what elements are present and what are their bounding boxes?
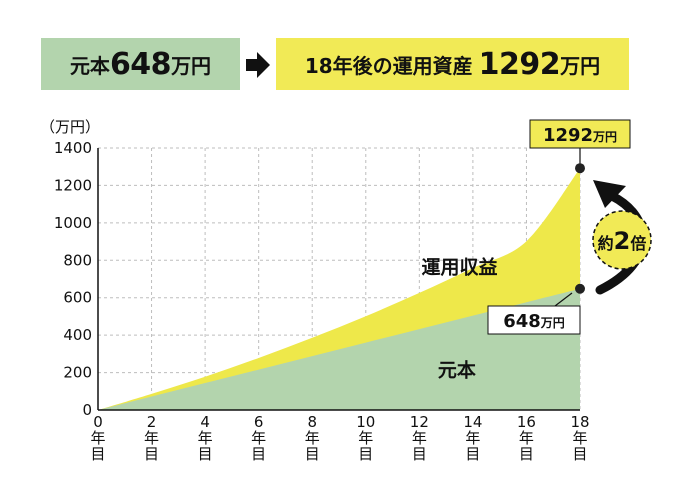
ratio-badge: 約2倍: [592, 210, 652, 270]
y-unit-label: （万円）: [40, 118, 100, 136]
end-principal-value: 648: [503, 311, 541, 332]
series-label-investment-return: 運用収益: [421, 255, 497, 278]
x-tick-suffix-8-0: 年: [305, 429, 320, 447]
y-tick-label-800: 800: [63, 251, 92, 269]
principal-prefix: 元本: [69, 53, 110, 78]
x-tick-suffix-2-1: 目: [144, 445, 159, 463]
x-tick-suffix-4-0: 年: [198, 429, 213, 447]
end-principal-callout: 648万円: [487, 292, 581, 335]
principal-unit: 万円: [171, 53, 212, 78]
x-tick-label-2: 2: [147, 413, 157, 431]
x-tick-suffix-12-0: 年: [412, 429, 427, 447]
x-tick-suffix-12-1: 目: [412, 445, 427, 463]
ratio-suffix: 倍: [630, 234, 646, 253]
principal-value: 648: [109, 46, 172, 82]
principal-summary-box: 元本 648 万円: [41, 38, 240, 90]
y-tick-label-1200: 1200: [54, 176, 92, 194]
end-total-unit: 万円: [592, 130, 617, 144]
x-tick-suffix-16-1: 目: [519, 445, 534, 463]
x-tick-suffix-18-1: 目: [572, 445, 587, 463]
x-tick-label-4: 4: [200, 413, 210, 431]
end-principal-point: [575, 283, 585, 294]
svg-text:648万円: 648万円: [503, 311, 565, 332]
svg-text:約2倍: 約2倍: [598, 227, 647, 255]
x-tick-label-0: 0: [93, 413, 103, 431]
end-principal-unit: 万円: [540, 316, 565, 330]
x-tick-suffix-14-1: 目: [465, 445, 480, 463]
x-tick-suffix-8-1: 目: [305, 445, 320, 463]
svg-text:1292万円: 1292万円: [543, 125, 617, 146]
x-tick-suffix-0-1: 目: [90, 445, 105, 463]
y-tick-label-0: 0: [82, 401, 92, 419]
x-tick-suffix-14-0: 年: [465, 429, 480, 447]
right-arrow-icon: [246, 52, 270, 78]
x-tick-label-16: 16: [517, 413, 536, 431]
y-tick-label-1400: 1400: [54, 139, 92, 157]
end-total-value: 1292: [543, 125, 593, 146]
x-tick-label-10: 10: [356, 413, 375, 431]
end-total-callout: 1292万円: [529, 119, 631, 168]
result-prefix: 18年後の運用資産: [304, 53, 473, 78]
y-tick-label-600: 600: [63, 289, 92, 307]
x-tick-suffix-6-0: 年: [251, 429, 266, 447]
x-tick-suffix-10-1: 目: [358, 445, 373, 463]
x-tick-label-14: 14: [463, 413, 482, 431]
x-tick-label-12: 12: [410, 413, 429, 431]
x-tick-label-6: 6: [254, 413, 264, 431]
end-total-point: [575, 163, 585, 174]
result-summary-box: 18年後の運用資産 1292 万円: [276, 38, 629, 90]
x-tick-suffix-0-0: 年: [90, 429, 105, 447]
y-tick-labels: 0 200 400 600 800 1000 1200 1400: [54, 139, 92, 419]
x-tick-suffix-10-0: 年: [358, 429, 373, 447]
area-principal: [98, 288, 580, 410]
y-tick-label-200: 200: [63, 364, 92, 382]
ratio-value: 2: [614, 227, 631, 255]
x-tick-suffix-16-0: 年: [519, 429, 534, 447]
y-tick-label-1000: 1000: [54, 214, 92, 232]
result-unit: 万円: [560, 53, 601, 78]
result-value: 1292: [478, 46, 561, 82]
y-tick-label-400: 400: [63, 326, 92, 344]
ratio-prefix: 約: [598, 234, 614, 253]
x-tick-suffix-18-0: 年: [572, 429, 587, 447]
x-tick-suffix-4-1: 目: [198, 445, 213, 463]
series-label-principal: 元本: [438, 358, 476, 381]
x-tick-label-18: 18: [570, 413, 589, 431]
x-tick-label-8: 8: [307, 413, 317, 431]
x-tick-suffix-2-0: 年: [144, 429, 159, 447]
axes: [97, 148, 580, 411]
x-tick-suffix-6-1: 目: [251, 445, 266, 463]
